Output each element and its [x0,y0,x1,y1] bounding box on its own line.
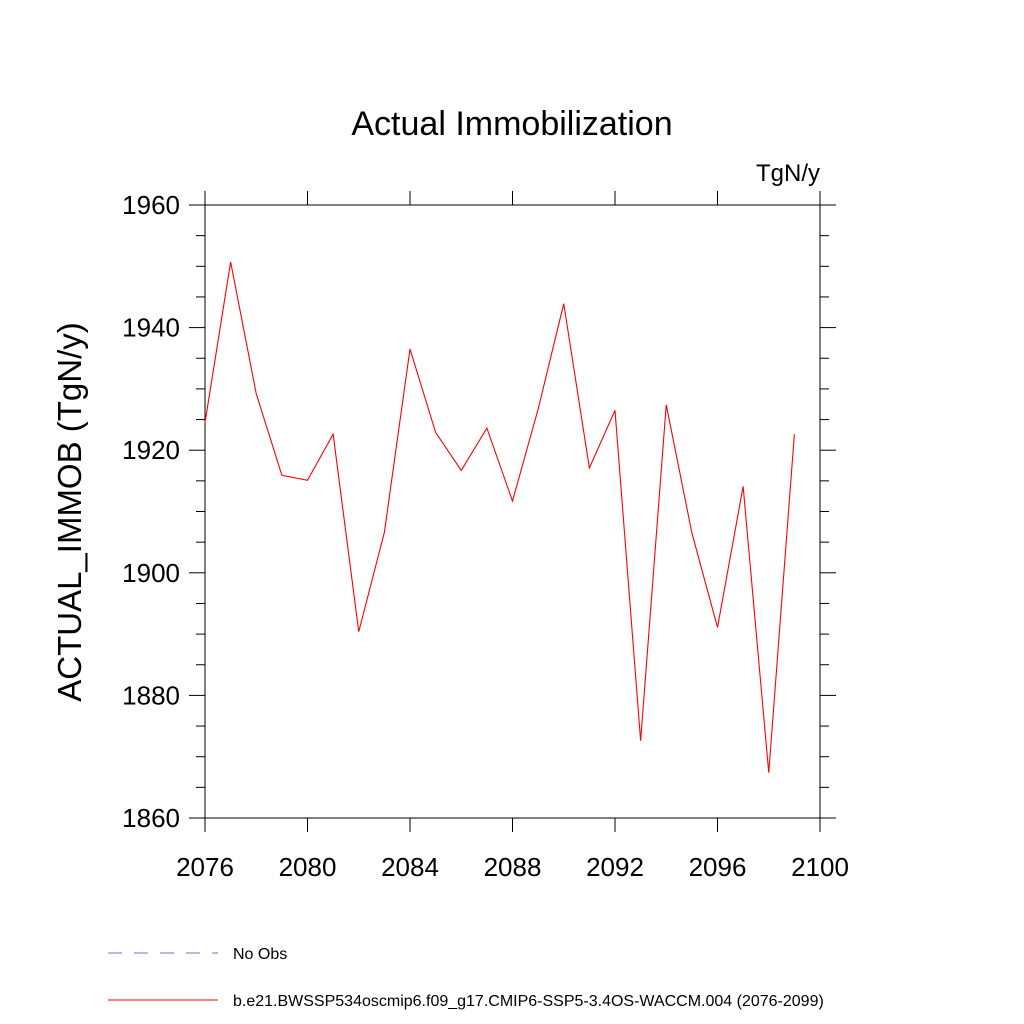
legend-label: No Obs [233,946,287,963]
plot-frame [204,204,821,819]
x-tick-label: 2080 [279,852,337,882]
axes: 2076 2080 2084 2088 2092 2096 2100 1860 1880 1900… [122,190,849,882]
y-tick-label: 1900 [122,558,180,588]
chart-title: Actual Immobilization [351,105,672,143]
x-tick-label: 2088 [484,852,542,882]
y-tick-label: 1920 [122,435,180,465]
x-tick-label: 2076 [176,852,234,882]
legend-label: b.e21.BWSSP534oscmip6.f09_g17.CMIP6-SSP5… [233,993,824,1010]
x-tick-label: 2096 [689,852,747,882]
x-tick-label: 2100 [791,852,849,882]
x-tick-label: 2092 [586,852,644,882]
series-layer [204,261,795,773]
series-line [204,261,795,773]
units-label: TgN/y [756,160,820,187]
x-tick-label: 2084 [381,852,439,882]
y-tick-label: 1860 [122,803,180,833]
y-axis-label: ACTUAL_IMMOB (TgN/y) [51,322,88,702]
legend: No Obs b.e21.BWSSP534oscmip6.f09_g17.CMIP… [108,946,824,1010]
y-tick-label: 1880 [122,680,180,710]
y-tick-label: 1940 [122,313,180,343]
y-tick-label: 1960 [122,190,180,220]
